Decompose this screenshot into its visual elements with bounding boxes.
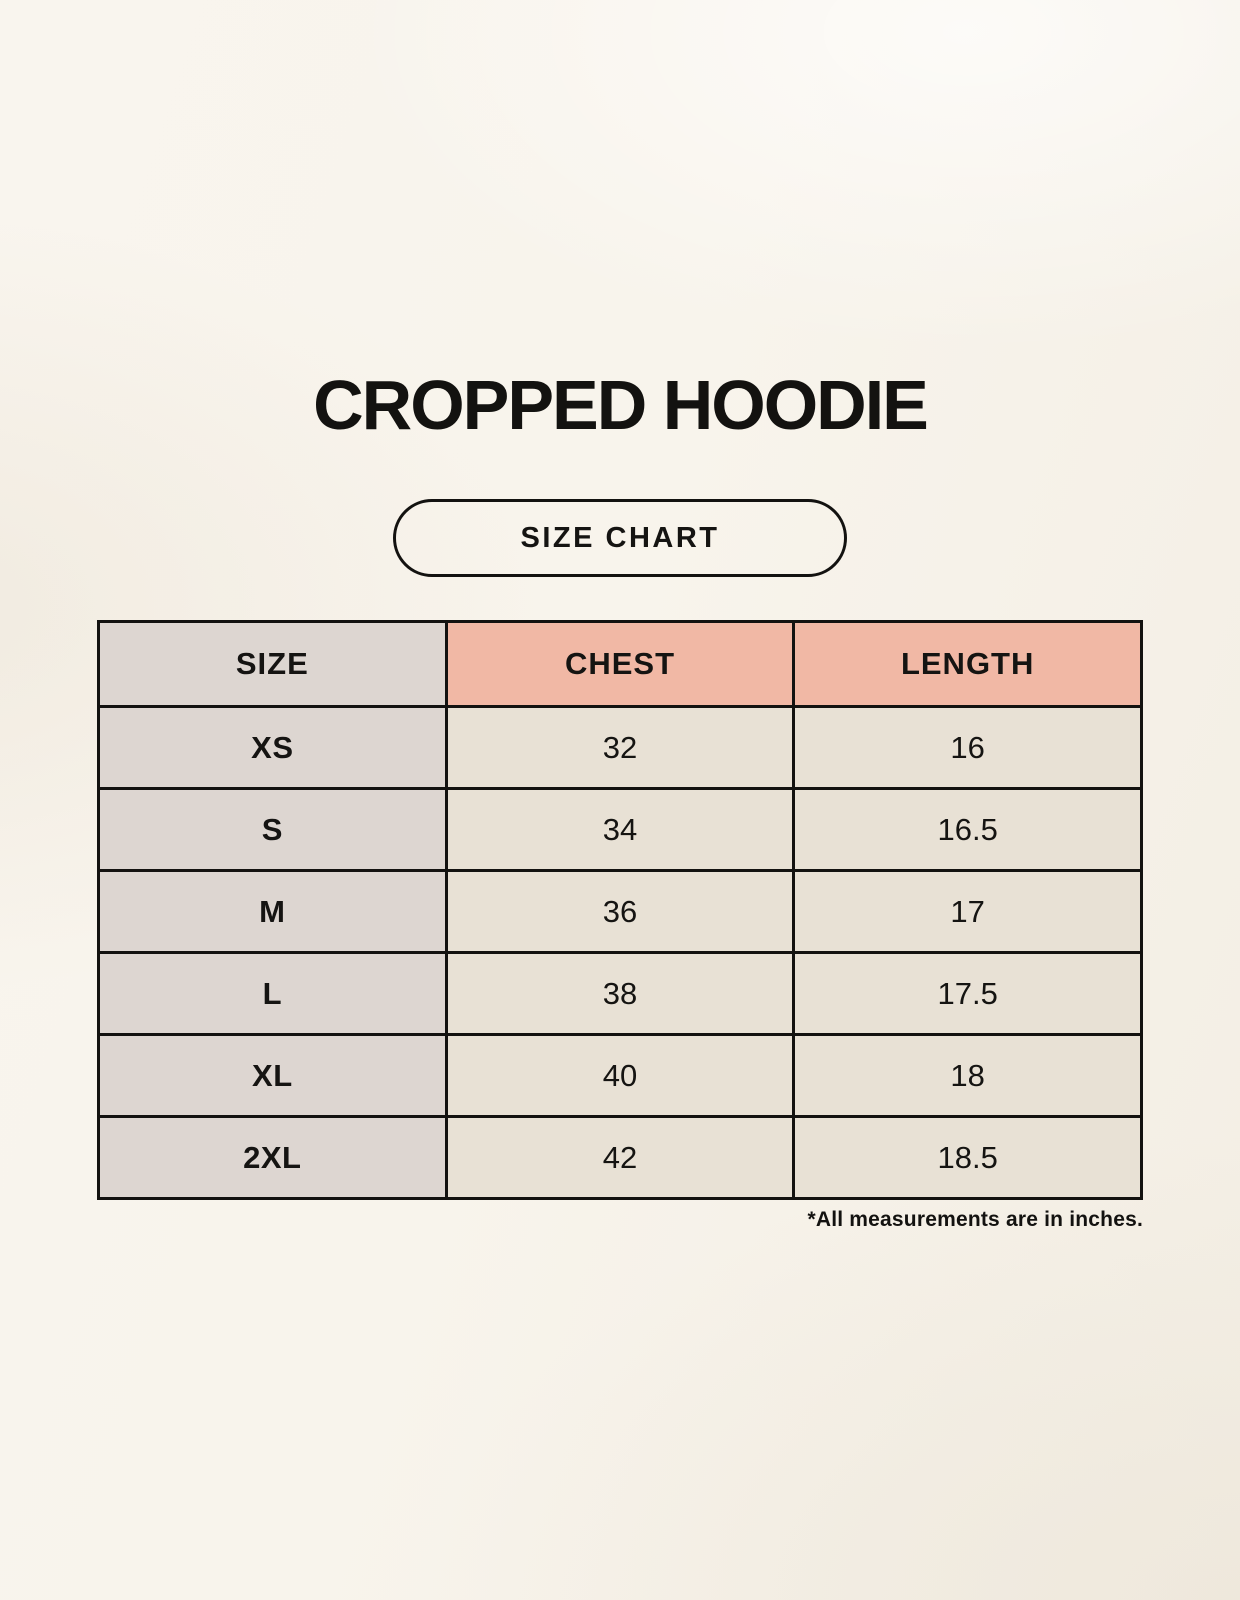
length-value: 16 xyxy=(792,705,1143,790)
table-row-xs: XS 32 16 xyxy=(97,705,1143,790)
table-row-2xl: 2XL 42 18.5 xyxy=(97,1115,1143,1200)
table-row-xl: XL 40 18 xyxy=(97,1033,1143,1118)
chest-value: 36 xyxy=(444,869,796,954)
table-header-row: SIZE CHEST LENGTH xyxy=(97,620,1143,708)
column-header-length: LENGTH xyxy=(792,620,1143,708)
size-label: S xyxy=(97,787,448,872)
chest-value: 34 xyxy=(444,787,796,872)
column-header-chest: CHEST xyxy=(444,620,796,708)
size-chart-badge-label: SIZE CHART xyxy=(520,521,720,554)
length-value: 18 xyxy=(792,1033,1143,1118)
length-value: 16.5 xyxy=(792,787,1143,872)
chest-value: 42 xyxy=(444,1115,796,1200)
length-value: 17 xyxy=(792,869,1143,954)
size-label: 2XL xyxy=(97,1115,448,1200)
chest-value: 40 xyxy=(444,1033,796,1118)
table-row-s: S 34 16.5 xyxy=(97,787,1143,872)
measurements-footnote: *All measurements are in inches. xyxy=(807,1208,1143,1231)
column-header-size: SIZE xyxy=(97,620,448,708)
chest-value: 38 xyxy=(444,951,796,1036)
table-row-m: M 36 17 xyxy=(97,869,1143,954)
chest-value: 32 xyxy=(444,705,796,790)
size-chart-badge: SIZE CHART xyxy=(393,499,847,577)
size-table: SIZE CHEST LENGTH XS 32 16 S 34 16.5 M 3… xyxy=(97,620,1143,1200)
table-row-l: L 38 17.5 xyxy=(97,951,1143,1036)
size-label: L xyxy=(97,951,448,1036)
size-label: XS xyxy=(97,705,448,790)
length-value: 18.5 xyxy=(792,1115,1143,1200)
length-value: 17.5 xyxy=(792,951,1143,1036)
page-title: CROPPED HOODIE xyxy=(313,366,929,444)
size-label: M xyxy=(97,869,448,954)
size-label: XL xyxy=(97,1033,448,1118)
